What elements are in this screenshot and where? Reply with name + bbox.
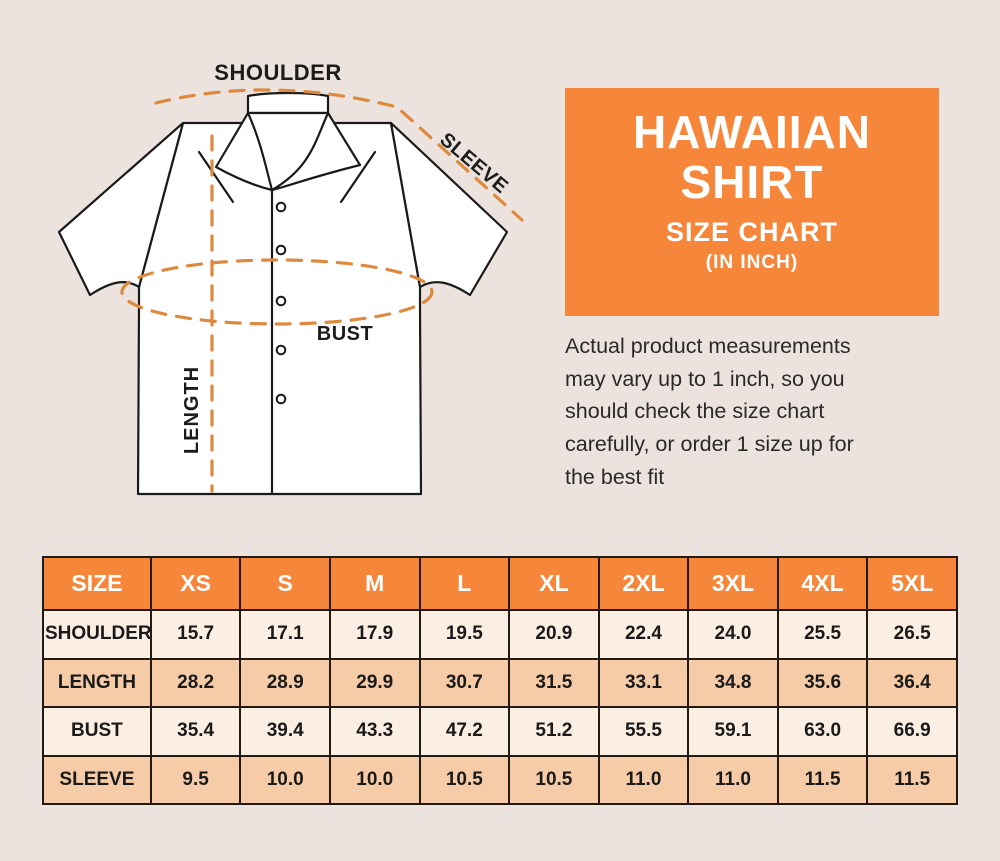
svg-text:SHOULDER: SHOULDER — [214, 60, 341, 85]
svg-text:BUST: BUST — [317, 323, 373, 345]
svg-text:LENGTH: LENGTH — [181, 366, 203, 454]
